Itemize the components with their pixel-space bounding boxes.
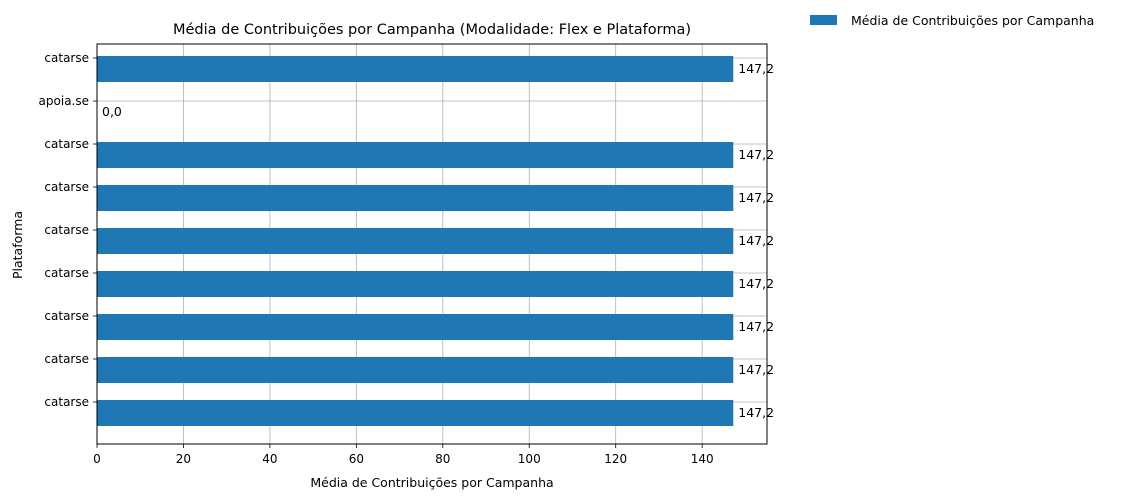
y-tick-label: catarse <box>44 51 89 65</box>
x-tick-label: 60 <box>349 452 364 466</box>
bar <box>97 271 734 297</box>
x-tick-label: 120 <box>604 452 627 466</box>
bar <box>97 56 734 82</box>
bar-value-label: 147,2 <box>738 61 774 76</box>
y-tick-label: catarse <box>44 309 89 323</box>
y-tick-label: catarse <box>44 180 89 194</box>
y-tick-label: catarse <box>44 137 89 151</box>
bar <box>97 357 734 383</box>
y-tick-label: catarse <box>44 266 89 280</box>
bar <box>97 400 734 426</box>
y-axis-label: Plataforma <box>10 211 25 279</box>
x-tick-label: 100 <box>518 452 541 466</box>
y-axis-ticks: catarse catarse catarse catarse catarse catar… <box>39 51 97 409</box>
y-tick-label: catarse <box>44 395 89 409</box>
bar-value-label: 147,2 <box>738 362 774 377</box>
x-tick-label: 20 <box>176 452 191 466</box>
bar-value-label: 0,0 <box>102 104 122 119</box>
plot-frame <box>96 43 768 445</box>
bar-value-label: 147,2 <box>738 190 774 205</box>
bar-value-label: 147,2 <box>738 319 774 334</box>
x-tick-label: 140 <box>691 452 714 466</box>
bar <box>97 314 734 340</box>
y-tick-label: apoia.se <box>39 94 89 108</box>
x-axis-ticks: 0 20 40 60 80 100 120 140 <box>93 444 714 466</box>
x-tick-label: 0 <box>93 452 101 466</box>
bar-value-label: 147,2 <box>738 276 774 291</box>
legend-label: Média de Contribuições por Campanha <box>851 13 1094 28</box>
chart-title: Média de Contribuições por Campanha (Mod… <box>173 22 691 38</box>
x-tick-label: 80 <box>435 452 450 466</box>
legend-swatch <box>810 15 837 25</box>
bar <box>97 185 734 211</box>
bars <box>97 56 734 426</box>
data-labels: 147,2 147,2 147,2 147,2 147,2 147,2 147,2 0,0 14… <box>102 61 774 420</box>
x-tick-label: 40 <box>262 452 277 466</box>
y-tick-label: catarse <box>44 223 89 237</box>
legend: Média de Contribuições por Campanha <box>810 13 1094 28</box>
bar <box>97 142 734 168</box>
bar <box>97 228 734 254</box>
x-axis-label: Média de Contribuições por Campanha <box>310 475 553 490</box>
bar-value-label: 147,2 <box>738 233 774 248</box>
y-tick-label: catarse <box>44 352 89 366</box>
bar-value-label: 147,2 <box>738 405 774 420</box>
bar-value-label: 147,2 <box>738 147 774 162</box>
